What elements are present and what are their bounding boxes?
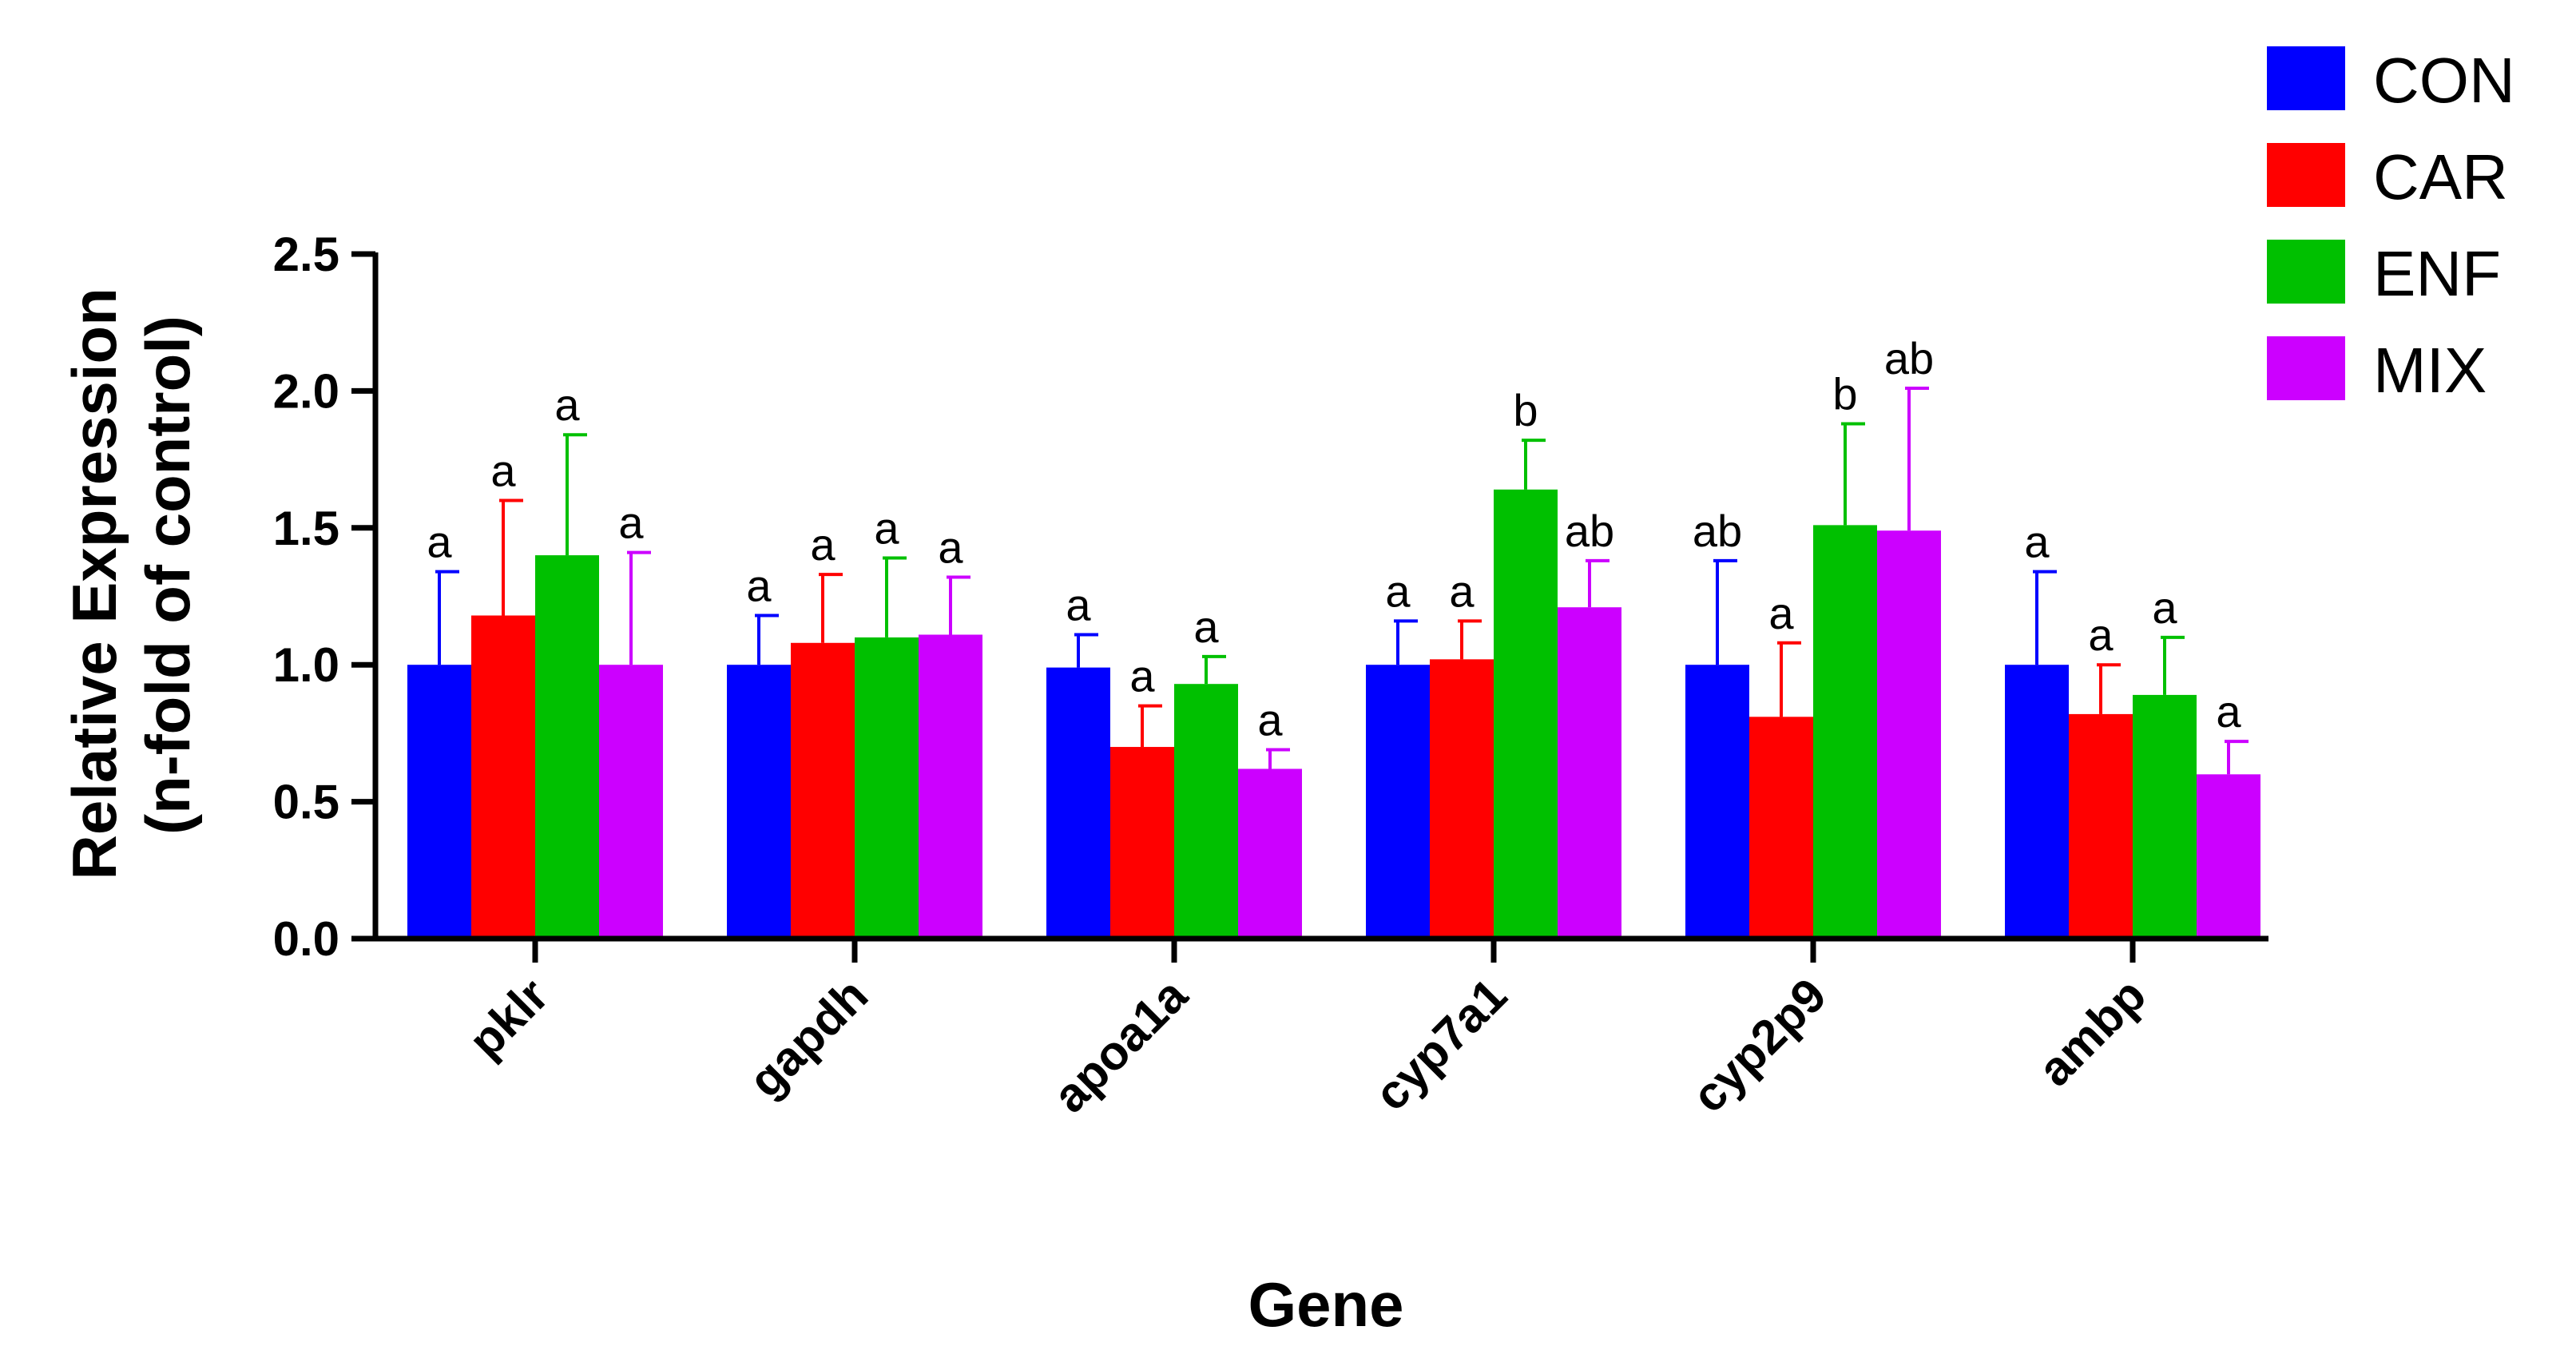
significance-label: ab bbox=[1884, 333, 1934, 383]
legend-label: MIX bbox=[2373, 335, 2487, 406]
bar bbox=[1238, 768, 1302, 939]
bar bbox=[599, 665, 663, 939]
significance-label: a bbox=[618, 498, 644, 548]
significance-label: a bbox=[2216, 686, 2241, 737]
legend-item: MIX bbox=[2267, 335, 2487, 406]
bar bbox=[1366, 665, 1430, 939]
significance-label: b bbox=[1832, 369, 1857, 419]
significance-label: a bbox=[1449, 566, 1475, 616]
bar bbox=[855, 637, 919, 939]
bar bbox=[1174, 684, 1238, 939]
significance-label: a bbox=[746, 560, 772, 610]
bar bbox=[919, 634, 982, 939]
x-tick-label: cyp7a1 bbox=[1364, 968, 1517, 1121]
bar bbox=[2197, 774, 2260, 939]
significance-label: a bbox=[1385, 566, 1411, 616]
bar bbox=[1494, 489, 1558, 939]
legend-swatch bbox=[2267, 143, 2345, 207]
significance-label: a bbox=[2024, 517, 2050, 567]
y-axis-title: Relative Expression (n-fold of control) bbox=[59, 270, 203, 880]
bar bbox=[1813, 525, 1877, 939]
significance-label: a bbox=[490, 446, 516, 496]
bar bbox=[1110, 747, 1174, 939]
legend-label: CON bbox=[2373, 45, 2515, 116]
bar bbox=[1430, 659, 1494, 939]
bar bbox=[791, 642, 855, 939]
significance-label: a bbox=[810, 519, 836, 570]
significance-label: a bbox=[938, 522, 963, 573]
legend-swatch bbox=[2267, 240, 2345, 304]
significance-label: a bbox=[1193, 602, 1219, 652]
significance-label: a bbox=[1066, 579, 1091, 629]
x-tick-label: pklr bbox=[458, 968, 558, 1068]
significance-label: a bbox=[554, 379, 580, 430]
bar bbox=[407, 665, 471, 939]
x-ticks: pklr gapdh apoa1a cyp7a1 cyp2p9 ambp bbox=[458, 939, 2156, 1122]
y-tick-label: 0.0 bbox=[273, 912, 339, 966]
significance-label: a bbox=[874, 503, 899, 554]
significance-label: a bbox=[2088, 610, 2114, 660]
x-tick-label: gapdh bbox=[739, 968, 879, 1108]
bar bbox=[1558, 607, 1621, 939]
legend-item: ENF bbox=[2267, 238, 2501, 309]
bar bbox=[727, 665, 791, 939]
bar bbox=[2005, 665, 2069, 939]
bar bbox=[2069, 713, 2133, 939]
legend: CON CAR ENF MIX bbox=[2267, 45, 2515, 406]
x-tick-label: ambp bbox=[2028, 968, 2157, 1097]
significance-label: a bbox=[2152, 582, 2177, 633]
y-tick-label: 0.5 bbox=[273, 776, 339, 829]
bar bbox=[1749, 717, 1813, 939]
bar bbox=[535, 555, 599, 939]
bar bbox=[471, 615, 535, 939]
significance-label: a bbox=[1129, 651, 1155, 701]
y-tick-label: 1.0 bbox=[273, 638, 339, 692]
y-tick-label: 2.0 bbox=[273, 364, 339, 418]
legend-item: CON bbox=[2267, 45, 2515, 116]
legend-label: CAR bbox=[2373, 141, 2508, 212]
bar bbox=[2133, 694, 2197, 939]
legend-label: ENF bbox=[2373, 238, 2501, 309]
x-axis-title: Gene bbox=[1248, 1269, 1403, 1340]
bar bbox=[1685, 665, 1749, 939]
significance-label: ab bbox=[1565, 506, 1614, 556]
bar bbox=[1877, 530, 1941, 939]
y-axis-title-line-2: (n-fold of control) bbox=[133, 316, 203, 835]
legend-swatch bbox=[2267, 336, 2345, 400]
y-ticks: 0.0 0.5 1.0 1.5 2.0 2.5 bbox=[273, 228, 375, 966]
x-tick-label: cyp2p9 bbox=[1682, 968, 1837, 1123]
significance-label: ab bbox=[1693, 506, 1742, 556]
significance-label: a bbox=[427, 517, 452, 567]
y-axis-title-line-1: Relative Expression bbox=[59, 288, 129, 880]
significance-label: a bbox=[1768, 588, 1794, 638]
bar bbox=[1046, 667, 1110, 939]
legend-item: CAR bbox=[2267, 141, 2508, 212]
significance-label: b bbox=[1513, 385, 1538, 435]
y-tick-label: 2.5 bbox=[273, 228, 339, 281]
legend-swatch bbox=[2267, 46, 2345, 110]
significance-label: a bbox=[1257, 694, 1283, 745]
x-tick-label: apoa1a bbox=[1043, 967, 1198, 1122]
y-tick-label: 1.5 bbox=[273, 502, 339, 555]
